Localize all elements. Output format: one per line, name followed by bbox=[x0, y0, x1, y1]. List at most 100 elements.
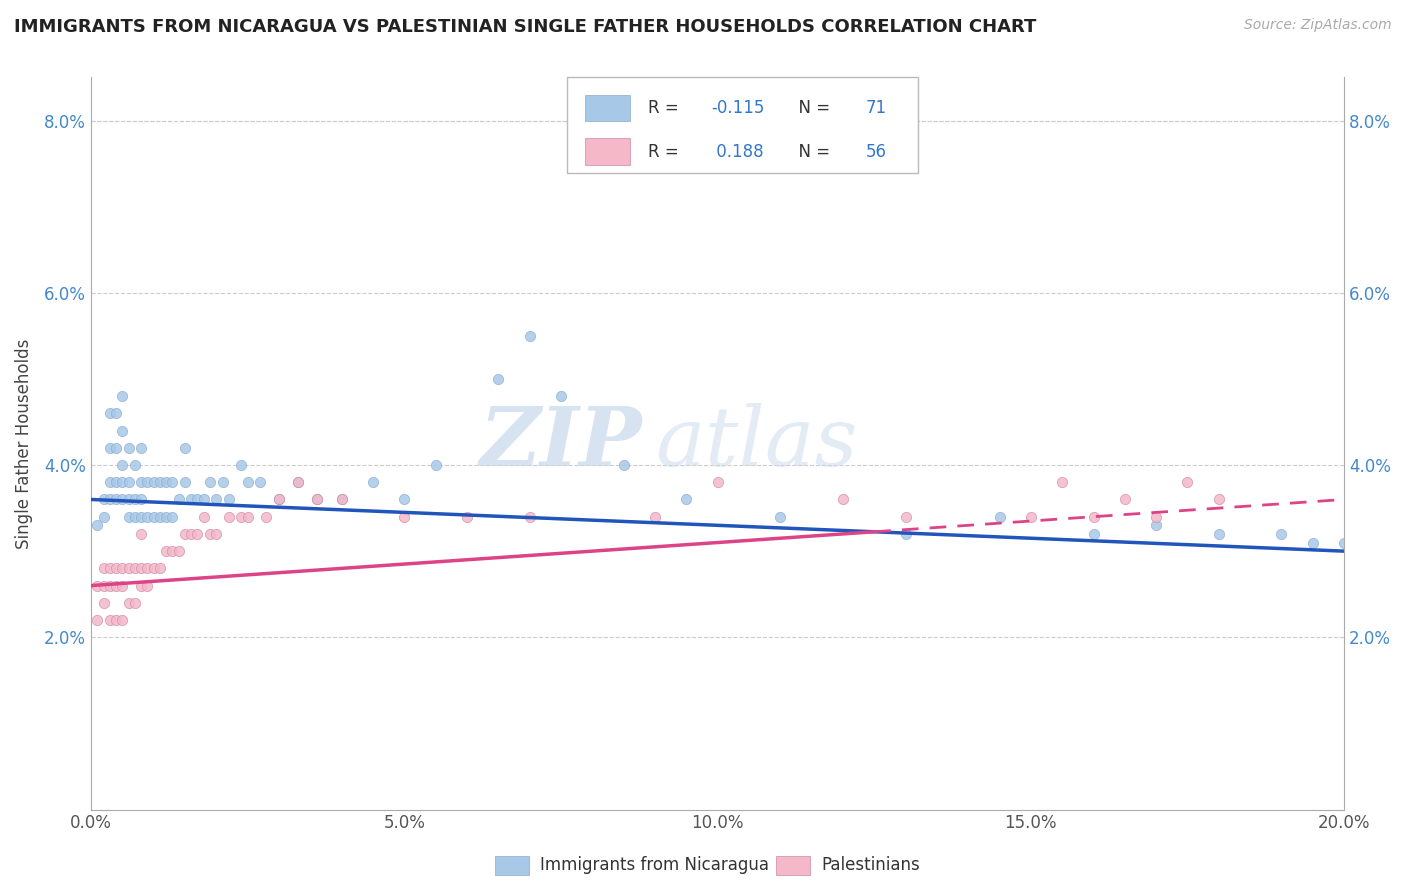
Point bbox=[211, 475, 233, 490]
Point bbox=[205, 527, 228, 541]
Point bbox=[136, 561, 159, 575]
Point bbox=[124, 596, 146, 610]
Point bbox=[142, 475, 165, 490]
Point bbox=[117, 475, 139, 490]
Point bbox=[149, 509, 172, 524]
Point bbox=[186, 492, 208, 507]
Point bbox=[111, 458, 134, 472]
Point bbox=[162, 509, 184, 524]
Point bbox=[287, 475, 309, 490]
Point bbox=[105, 579, 128, 593]
Point bbox=[124, 492, 146, 507]
Point bbox=[129, 561, 152, 575]
Point bbox=[105, 406, 128, 420]
Text: Source: ZipAtlas.com: Source: ZipAtlas.com bbox=[1244, 18, 1392, 32]
Point bbox=[86, 613, 108, 627]
Point bbox=[1144, 518, 1167, 533]
Point bbox=[305, 492, 328, 507]
Text: Immigrants from Nicaragua: Immigrants from Nicaragua bbox=[540, 856, 769, 874]
Point bbox=[456, 509, 478, 524]
Point bbox=[1208, 527, 1230, 541]
Point bbox=[361, 475, 384, 490]
Point bbox=[180, 527, 202, 541]
Point bbox=[98, 561, 121, 575]
Point bbox=[98, 406, 121, 420]
Point bbox=[117, 561, 139, 575]
Point bbox=[394, 492, 416, 507]
Point bbox=[198, 527, 221, 541]
Y-axis label: Single Father Households: Single Father Households bbox=[15, 338, 32, 549]
Point bbox=[155, 544, 177, 558]
Text: Palestinians: Palestinians bbox=[821, 856, 920, 874]
Point bbox=[706, 475, 728, 490]
Point bbox=[198, 475, 221, 490]
Point bbox=[330, 492, 353, 507]
Point bbox=[93, 561, 115, 575]
Point bbox=[218, 509, 240, 524]
FancyBboxPatch shape bbox=[776, 855, 810, 875]
Point bbox=[129, 441, 152, 455]
Point bbox=[1083, 509, 1105, 524]
Point bbox=[894, 509, 917, 524]
Point bbox=[111, 424, 134, 438]
Point bbox=[675, 492, 697, 507]
Point bbox=[249, 475, 271, 490]
Point bbox=[111, 492, 134, 507]
Point bbox=[129, 527, 152, 541]
Point bbox=[124, 509, 146, 524]
Point bbox=[330, 492, 353, 507]
Point bbox=[894, 527, 917, 541]
Point bbox=[129, 492, 152, 507]
Text: atlas: atlas bbox=[655, 403, 858, 483]
Point bbox=[142, 561, 165, 575]
Point bbox=[117, 441, 139, 455]
Point bbox=[550, 389, 572, 403]
Point bbox=[205, 492, 228, 507]
Point bbox=[86, 579, 108, 593]
Point bbox=[425, 458, 447, 472]
Point bbox=[117, 596, 139, 610]
Point bbox=[155, 509, 177, 524]
Point bbox=[162, 475, 184, 490]
Point bbox=[98, 441, 121, 455]
Point bbox=[988, 509, 1011, 524]
Point bbox=[167, 492, 190, 507]
Point bbox=[1050, 475, 1073, 490]
Point bbox=[167, 544, 190, 558]
Point bbox=[394, 509, 416, 524]
Point bbox=[98, 475, 121, 490]
Point bbox=[142, 509, 165, 524]
Point bbox=[180, 492, 202, 507]
Point bbox=[174, 475, 197, 490]
Point bbox=[93, 596, 115, 610]
Point bbox=[193, 509, 215, 524]
Point bbox=[162, 544, 184, 558]
Point bbox=[105, 441, 128, 455]
Point bbox=[1019, 509, 1042, 524]
Point bbox=[613, 458, 636, 472]
Point bbox=[111, 561, 134, 575]
Point bbox=[111, 579, 134, 593]
Point bbox=[186, 527, 208, 541]
Point bbox=[267, 492, 290, 507]
Point bbox=[254, 509, 277, 524]
Point bbox=[111, 475, 134, 490]
Point bbox=[117, 509, 139, 524]
Point bbox=[98, 492, 121, 507]
Point bbox=[1302, 535, 1324, 549]
Point bbox=[98, 613, 121, 627]
Point bbox=[644, 509, 666, 524]
Point bbox=[105, 613, 128, 627]
Point bbox=[117, 492, 139, 507]
Point bbox=[124, 458, 146, 472]
Point bbox=[105, 492, 128, 507]
Point bbox=[1177, 475, 1199, 490]
Point bbox=[149, 475, 172, 490]
Point bbox=[149, 561, 172, 575]
Point bbox=[236, 475, 259, 490]
Point bbox=[105, 475, 128, 490]
Point bbox=[305, 492, 328, 507]
Point bbox=[1144, 509, 1167, 524]
Point bbox=[129, 579, 152, 593]
Point bbox=[86, 518, 108, 533]
